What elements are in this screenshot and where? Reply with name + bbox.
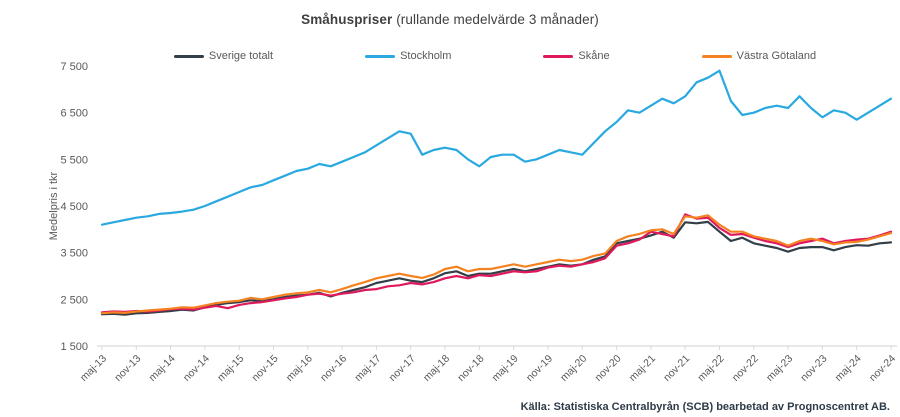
- legend-swatch: [543, 54, 574, 58]
- legend-label: Sverige totalt: [208, 50, 274, 62]
- x-tick-label: maj-17: [352, 353, 383, 384]
- x-tick-label: maj-23: [764, 353, 795, 384]
- y-tick-label: 3 500: [60, 248, 88, 260]
- x-tick-label: nov-16: [318, 353, 349, 384]
- x-tick-label: maj-16: [284, 353, 315, 384]
- x-tick-label: nov-17: [387, 353, 418, 384]
- y-tick-label: 2 500: [60, 294, 88, 306]
- x-axis-ticks: maj-13 nov-13 maj-14 nov-14 maj-15 nov-15 maj-…: [78, 346, 898, 384]
- x-tick-label: maj-19: [490, 353, 521, 384]
- x-tick-label: nov-21: [661, 353, 692, 384]
- x-tick-label: maj-15: [215, 353, 246, 384]
- legend-swatch: [173, 54, 204, 58]
- legend-item-stockholm: Stockholm: [365, 50, 451, 62]
- legend-label: Västra Götaland: [736, 50, 817, 62]
- y-tick-label: 7 500: [60, 61, 88, 73]
- y-tick-label: 5 500: [60, 154, 88, 166]
- x-tick-label: maj-18: [421, 353, 452, 384]
- legend-item-v-stra-g-taland: Västra Götaland: [701, 50, 817, 62]
- x-tick-label: maj-13: [78, 353, 109, 384]
- chart-title-main: Småhuspriser: [301, 12, 393, 27]
- chart-title-subtitle: (rullande medelvärde 3 månader): [392, 12, 599, 27]
- x-tick-label: nov-24: [867, 353, 898, 384]
- legend-label: Skåne: [578, 50, 610, 62]
- series-line-sverige-totalt: [100, 220, 893, 316]
- y-tick-label: 4 500: [60, 201, 88, 213]
- chart-title: Småhuspriser (rullande medelvärde 3 måna…: [0, 12, 900, 27]
- legend-swatch: [365, 54, 396, 58]
- y-axis-ticks: 1 500 2 500 3 500 4 500 5 500 6 500 7 500: [60, 61, 88, 353]
- x-tick-label: nov-15: [249, 353, 280, 384]
- x-tick-label: maj-14: [147, 353, 178, 384]
- x-tick-label: maj-22: [695, 353, 726, 384]
- x-tick-label: nov-13: [112, 353, 143, 384]
- data-series: [100, 69, 893, 316]
- x-tick-label: maj-24: [833, 353, 864, 384]
- x-tick-label: nov-22: [730, 353, 761, 384]
- x-tick-label: nov-19: [524, 353, 555, 384]
- source-note: Källa: Statistiska Centralbyrån (SCB) be…: [520, 401, 890, 413]
- x-tick-label: nov-18: [455, 353, 486, 384]
- series-line-stockholm: [100, 69, 893, 226]
- legend-label: Stockholm: [400, 50, 452, 62]
- x-tick-label: maj-21: [627, 353, 658, 384]
- legend-swatch: [701, 54, 732, 58]
- series-line-v-stra-g-taland: [100, 214, 893, 315]
- legend-item-sverige-totalt: Sverige totalt: [173, 50, 274, 62]
- x-tick-label: maj-20: [558, 353, 589, 384]
- series-line-sk-ne: [100, 213, 893, 314]
- x-tick-label: nov-20: [592, 353, 623, 384]
- x-tick-label: nov-14: [181, 353, 212, 384]
- y-tick-label: 1 500: [60, 341, 88, 353]
- y-axis-title: Medelpris i tkr: [48, 171, 60, 240]
- y-tick-label: 6 500: [60, 108, 88, 120]
- chart-legend: Sverige totalt Stockholm Skåne Västra Götal…: [100, 50, 890, 62]
- legend-item-sk-ne: Skåne: [543, 50, 610, 62]
- x-tick-label: nov-23: [798, 353, 829, 384]
